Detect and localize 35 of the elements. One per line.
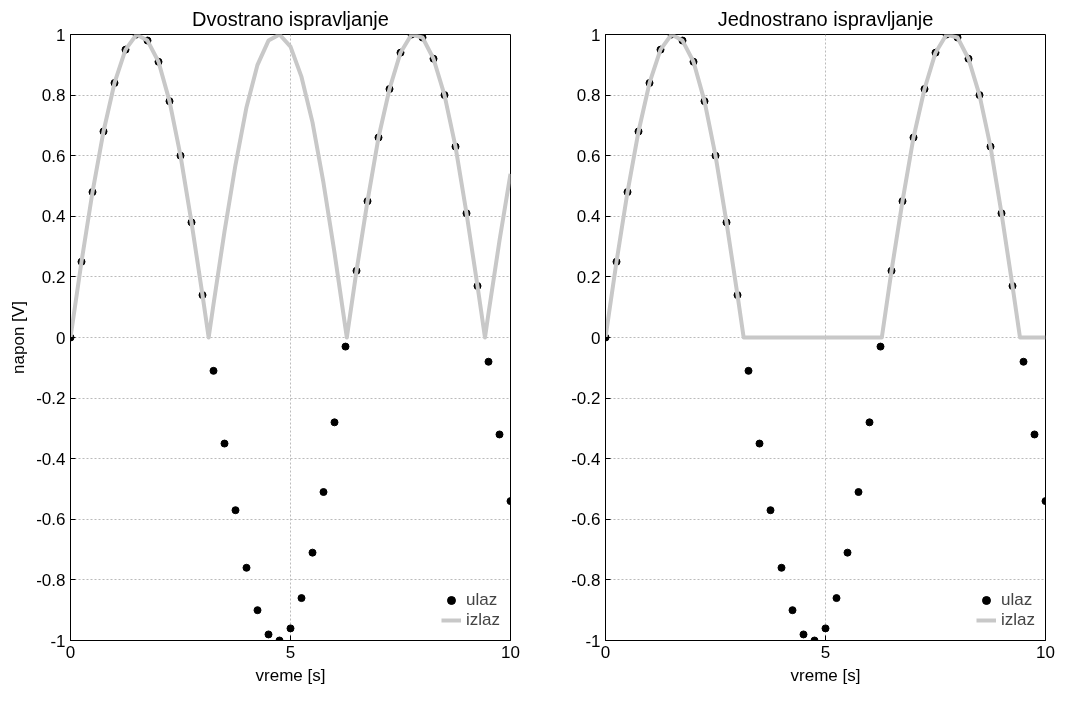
y-tick-label: -0.2 (36, 389, 66, 409)
y-axis-title: napon [V] (9, 301, 29, 374)
y-tick-label: -1 (585, 631, 601, 651)
y-tick-label: 0.4 (41, 207, 66, 227)
y-tick-label: -0.4 (36, 449, 66, 469)
x-tick-label: 10 (1036, 642, 1055, 662)
y-tick-label: 0.4 (576, 207, 601, 227)
y-tick-label: -0.6 (36, 510, 66, 530)
y-tick-label: -1 (50, 631, 66, 651)
y-tick-label: 1 (591, 25, 601, 45)
y-tick-label: 0 (56, 328, 66, 348)
x-tick-label: 10 (501, 642, 520, 662)
x-tick-label: 5 (285, 642, 296, 662)
y-tick-label: 0.8 (41, 86, 66, 106)
y-tick-label: 0.8 (576, 86, 601, 106)
x-axis-title: vreme [s] (255, 665, 326, 685)
legend-label: izlaz (465, 610, 500, 630)
y-tick-label: -0.6 (571, 510, 601, 530)
x-axis-title: vreme [s] (790, 665, 861, 685)
y-tick-label: 1 (56, 25, 66, 45)
y-tick-label: 0.2 (576, 267, 601, 287)
y-tick-label: 0.6 (576, 146, 601, 166)
legend-label: ulaz (1000, 590, 1033, 610)
legend-label: ulaz (465, 590, 498, 610)
y-tick-label: 0.2 (41, 267, 66, 287)
y-tick-label: -0.4 (571, 449, 601, 469)
y-tick-label: -0.2 (571, 389, 601, 409)
x-tick-label: 5 (820, 642, 831, 662)
y-tick-label: -0.8 (36, 570, 66, 590)
chart-title: Dvostrano ispravljanje (192, 7, 389, 30)
y-tick-label: 0 (591, 328, 601, 348)
y-tick-label: 0.6 (41, 146, 66, 166)
legend-label: izlaz (1000, 610, 1035, 630)
y-tick-label: -0.8 (571, 570, 601, 590)
chart-title: Jednostrano ispravljanje (717, 7, 934, 30)
